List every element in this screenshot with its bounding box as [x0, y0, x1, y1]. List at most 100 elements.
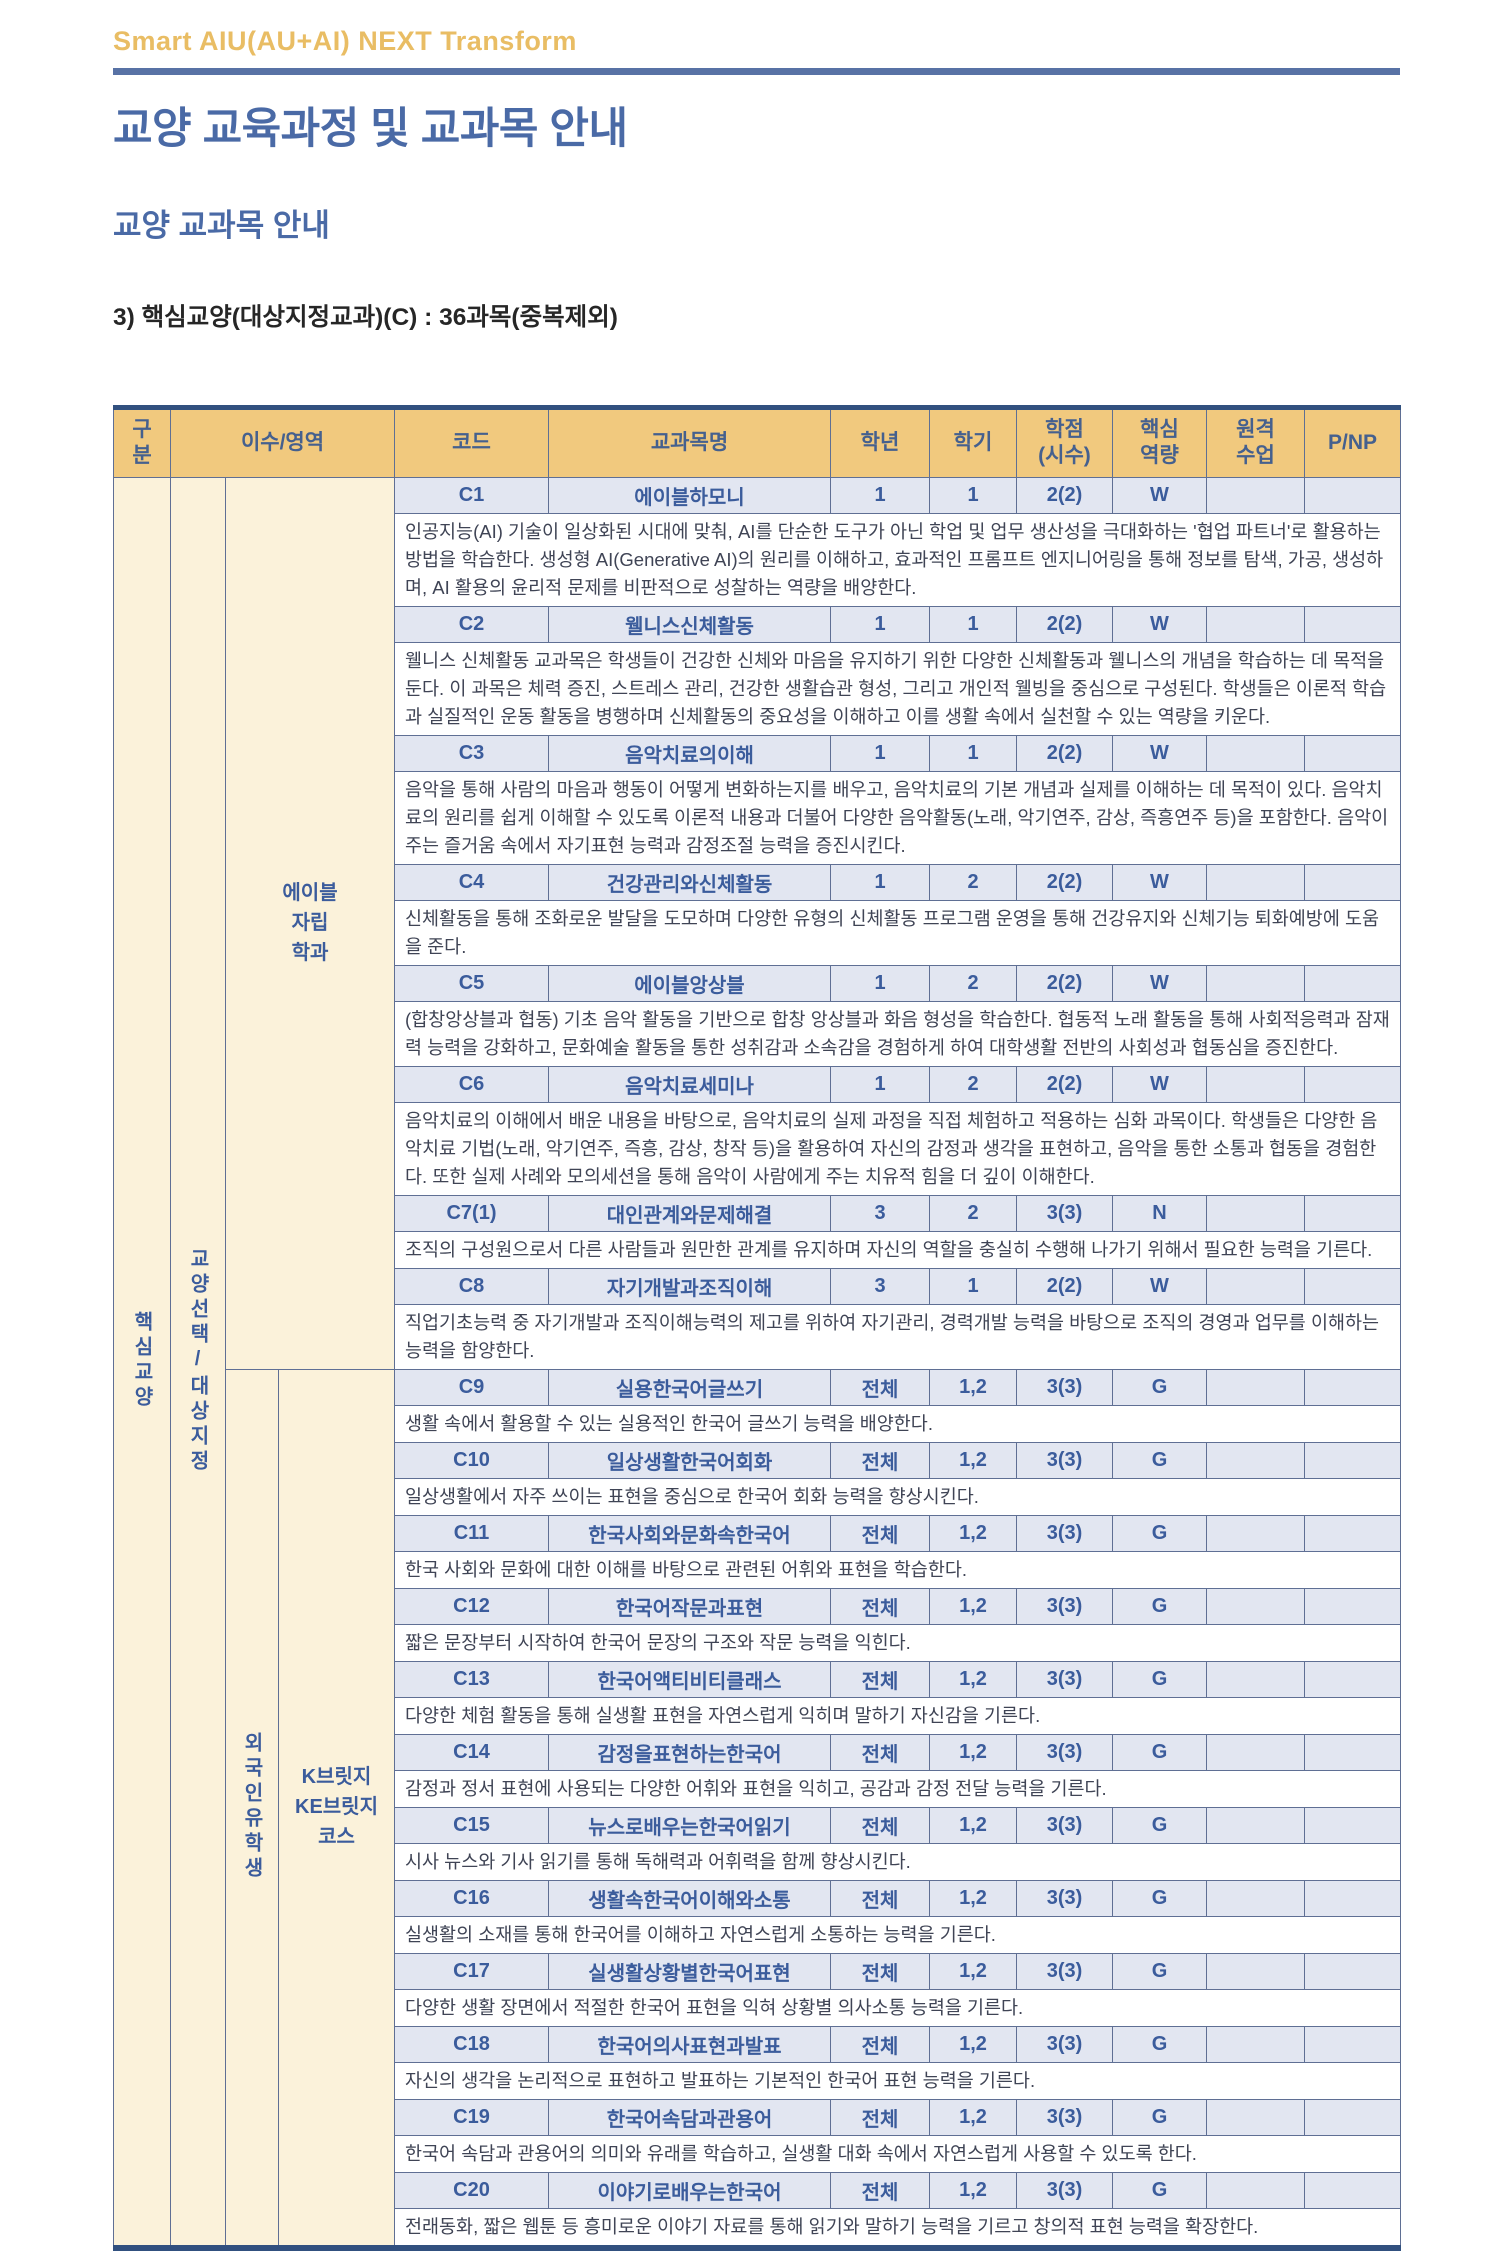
course-credits-cell: 2(2) — [1016, 1065, 1113, 1103]
course-description-cell: 조직의 구성원으로서 다른 사람들과 원만한 관계를 유지하며 자신의 역할을 … — [394, 1230, 1401, 1269]
course-credits-cell: 2(2) — [1016, 605, 1113, 643]
course-pnp-cell — [1304, 2025, 1401, 2063]
course-semester-cell: 1,2 — [929, 1441, 1017, 1479]
course-semester-cell: 1 — [929, 476, 1017, 514]
course-remote-cell — [1206, 2025, 1305, 2063]
course-competency-cell: G — [1112, 1441, 1207, 1479]
course-pnp-cell — [1304, 1733, 1401, 1771]
course-credits-cell: 3(3) — [1016, 1952, 1113, 1990]
course-credits-cell: 2(2) — [1016, 476, 1113, 514]
course-name-cell: 대인관계와문제해결 — [548, 1194, 831, 1232]
course-remote-cell — [1206, 1952, 1305, 1990]
course-semester-cell: 1,2 — [929, 1514, 1017, 1552]
course-pnp-cell — [1304, 605, 1401, 643]
course-name-cell: 건강관리와신체활동 — [548, 863, 831, 901]
course-name-cell: 생활속한국어이해와소통 — [548, 1879, 831, 1917]
course-pnp-cell — [1304, 1952, 1401, 1990]
course-year-cell: 1 — [830, 964, 930, 1002]
header-cell-code: 코드 — [394, 407, 549, 478]
course-remote-cell — [1206, 1194, 1305, 1232]
course-code-cell: C2 — [394, 605, 549, 643]
course-competency-cell: G — [1112, 1879, 1207, 1917]
category-cell: 핵심교양 — [113, 476, 171, 2248]
course-code-cell: C1 — [394, 476, 549, 514]
course-semester-cell: 1,2 — [929, 1587, 1017, 1625]
course-row: C7(1) 대인관계와문제해결 3 2 3(3) N — [114, 1194, 1401, 1232]
curriculum-table-body: 핵심교양 교양선택/대상지정 에이블 자립 학과 C1 에이블하모니 1 1 2(2) W 인공지… — [113, 476, 1401, 2248]
course-row: C13 한국어액티비티클래스 전체 1,2 3(3) G — [114, 1660, 1401, 1698]
course-code-cell: C15 — [394, 1806, 549, 1844]
course-description-cell: 음악을 통해 사람의 마음과 행동이 어떻게 변화하는지를 배우고, 음악치료의… — [394, 770, 1401, 865]
course-name-cell: 자기개발과조직이해 — [548, 1267, 831, 1305]
title-divider — [113, 68, 1400, 75]
course-semester-cell: 1,2 — [929, 2171, 1017, 2209]
course-semester-cell: 2 — [929, 863, 1017, 901]
course-year-cell: 1 — [830, 734, 930, 772]
header-cell-competency: 핵심 역량 — [1112, 407, 1207, 478]
course-description-cell: 다양한 체험 활동을 통해 실생활 표현을 자연스럽게 익히며 말하기 자신감을… — [394, 1696, 1401, 1735]
course-description-row: 직업기초능력 중 자기개발과 조직이해능력의 제고를 위하여 자기관리, 경력개… — [114, 1303, 1401, 1370]
course-semester-cell: 2 — [929, 964, 1017, 1002]
course-competency-cell: G — [1112, 2098, 1207, 2136]
course-row: C17 실생활상황별한국어표현 전체 1,2 3(3) G — [114, 1952, 1401, 1990]
course-row: C3 음악치료의이해 1 1 2(2) W — [114, 734, 1401, 772]
course-name-cell: 한국사회와문화속한국어 — [548, 1514, 831, 1552]
course-pnp-cell — [1304, 476, 1401, 514]
course-year-cell: 전체 — [830, 2098, 930, 2136]
course-pnp-cell — [1304, 2098, 1401, 2136]
course-remote-cell — [1206, 1806, 1305, 1844]
course-name-cell: 음악치료의이해 — [548, 734, 831, 772]
course-row: C18 한국어의사표현과발표 전체 1,2 3(3) G — [114, 2025, 1401, 2063]
course-pnp-cell — [1304, 2171, 1401, 2209]
course-description-row: 한국어 속담과 관용어의 의미와 유래를 학습하고, 실생활 대화 속에서 자연… — [114, 2134, 1401, 2173]
course-code-cell: C9 — [394, 1368, 549, 1406]
course-description-row: 다양한 체험 활동을 통해 실생활 표현을 자연스럽게 익히며 말하기 자신감을… — [114, 1696, 1401, 1735]
brand-heading: Smart AIU(AU+AI) NEXT Transform — [113, 26, 577, 56]
course-semester-cell: 1,2 — [929, 1660, 1017, 1698]
course-code-cell: C11 — [394, 1514, 549, 1552]
course-code-cell: C17 — [394, 1952, 549, 1990]
course-year-cell: 1 — [830, 863, 930, 901]
student-group-cell: 외국인유학생 — [225, 1368, 279, 2248]
course-remote-cell — [1206, 476, 1305, 514]
course-row: C2 웰니스신체활동 1 1 2(2) W — [114, 605, 1401, 643]
course-code-cell: C13 — [394, 1660, 549, 1698]
course-description-cell: 한국어 속담과 관용어의 의미와 유래를 학습하고, 실생활 대화 속에서 자연… — [394, 2134, 1401, 2173]
course-semester-cell: 1,2 — [929, 1368, 1017, 1406]
course-credits-cell: 3(3) — [1016, 1441, 1113, 1479]
course-remote-cell — [1206, 964, 1305, 1002]
course-description-row: 한국 사회와 문화에 대한 이해를 바탕으로 관련된 어휘와 표현을 학습한다. — [114, 1550, 1401, 1589]
course-name-cell: 실생활상황별한국어표현 — [548, 1952, 831, 1990]
course-row: C15 뉴스로배우는한국어읽기 전체 1,2 3(3) G — [114, 1806, 1401, 1844]
course-name-cell: 웰니스신체활동 — [548, 605, 831, 643]
section-heading: 교양 교과목 안내 — [113, 208, 330, 243]
course-year-cell: 전체 — [830, 1733, 930, 1771]
course-description-row: 웰니스 신체활동 교과목은 학생들이 건강한 신체와 마음을 유지하기 위한 다… — [114, 641, 1401, 736]
course-credits-cell: 2(2) — [1016, 863, 1113, 901]
course-name-cell: 음악치료세미나 — [548, 1065, 831, 1103]
course-row: C4 건강관리와신체활동 1 2 2(2) W — [114, 863, 1401, 901]
course-remote-cell — [1206, 1368, 1305, 1406]
course-remote-cell — [1206, 605, 1305, 643]
course-description-cell: 직업기초능력 중 자기개발과 조직이해능력의 제고를 위하여 자기관리, 경력개… — [394, 1303, 1401, 1370]
course-row: 핵심교양 교양선택/대상지정 에이블 자립 학과 C1 에이블하모니 1 1 2(2) W — [113, 476, 1401, 2248]
course-credits-cell: 3(3) — [1016, 1368, 1113, 1406]
course-competency-cell: W — [1112, 734, 1207, 772]
course-semester-cell: 2 — [929, 1194, 1017, 1232]
course-description-cell: 신체활동을 통해 조화로운 발달을 도모하며 다양한 유형의 신체활동 프로그램… — [394, 899, 1401, 966]
course-description-cell: 실생활의 소재를 통해 한국어를 이해하고 자연스럽게 소통하는 능력을 기른다… — [394, 1915, 1401, 1954]
course-code-cell: C18 — [394, 2025, 549, 2063]
header-cell-semester: 학기 — [929, 407, 1017, 478]
curriculum-table: 구 분 이수/영역 코드 교과목명 학년 학기 학점 (시수) 핵심 역량 원격… — [113, 405, 1401, 2251]
course-credits-cell: 3(3) — [1016, 1660, 1113, 1698]
course-credits-cell: 3(3) — [1016, 1879, 1113, 1917]
course-description-cell: 인공지능(AI) 기술이 일상화된 시대에 맞춰, AI를 단순한 도구가 아닌… — [394, 512, 1401, 607]
course-competency-cell: G — [1112, 1368, 1207, 1406]
course-competency-cell: W — [1112, 476, 1207, 514]
course-row: C6 음악치료세미나 1 2 2(2) W — [114, 1065, 1401, 1103]
course-credits-cell: 3(3) — [1016, 1806, 1113, 1844]
course-description-cell: 음악치료의 이해에서 배운 내용을 바탕으로, 음악치료의 실제 과정을 직접 … — [394, 1101, 1401, 1196]
course-pnp-cell — [1304, 1806, 1401, 1844]
dept-group-cell: 에이블 자립 학과 — [225, 476, 395, 1370]
course-description-row: 시사 뉴스와 기사 읽기를 통해 독해력과 어휘력을 함께 향상시킨다. — [114, 1842, 1401, 1881]
